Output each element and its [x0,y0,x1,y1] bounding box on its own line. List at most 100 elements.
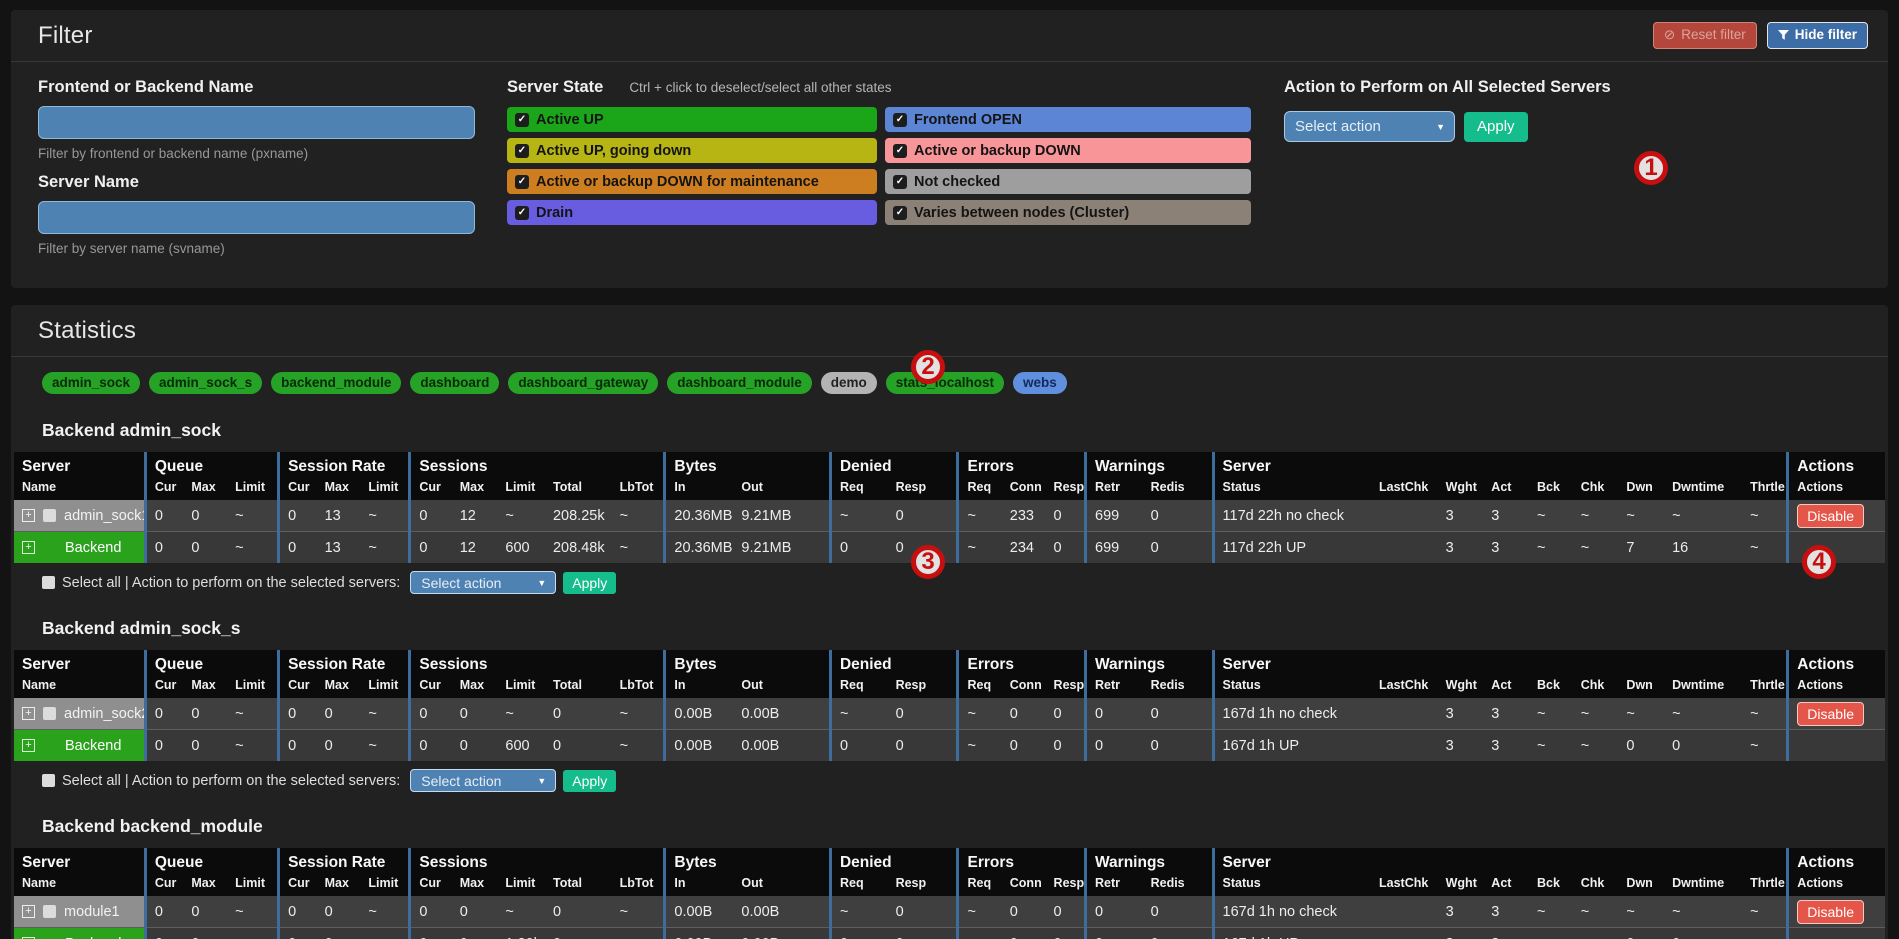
stat-cell: ~ [1572,500,1619,532]
checked-checkbox-icon[interactable]: ✓ [515,143,529,158]
backend-badge[interactable]: backend_module [271,372,402,395]
stat-cell: 0.00B [733,927,831,939]
checked-checkbox-icon[interactable]: ✓ [515,112,529,127]
column-group-header: Actions [1786,452,1885,479]
checked-checkbox-icon[interactable]: ✓ [893,205,907,220]
backend-badge[interactable]: demo [820,372,877,395]
row-action-select[interactable]: Select action ▼ [410,571,557,595]
select-all-checkbox[interactable] [42,576,55,590]
column-header: Limit [227,478,279,501]
stat-cell: ~ [1528,896,1573,928]
row-checkbox[interactable] [43,905,56,919]
expand-icon[interactable]: + [22,541,35,555]
stat-cell: ~ [956,698,1002,730]
stat-cell [1371,729,1438,762]
stat-cell: ~ [360,500,410,532]
stat-cell: 0 [183,927,228,939]
backend-badge[interactable]: dashboard_module [667,372,812,395]
disable-button[interactable]: Disable [1797,899,1864,924]
pxname-input[interactable] [38,106,475,139]
global-apply-button[interactable]: Apply [1464,111,1528,142]
annotation-circle: 4 [1802,545,1836,579]
row-apply-button[interactable]: Apply [563,571,617,594]
annotation-circle: 3 [911,545,945,579]
server-state-toggle[interactable]: ✓ Varies between nodes (Cluster) [885,200,1251,225]
backend-section: Backend backend_module Server Queue Session… [11,816,1888,939]
checked-checkbox-icon[interactable]: ✓ [893,174,907,189]
backend-badge[interactable]: stats_localhost [885,372,1005,395]
stat-cell: ~ [1572,698,1619,730]
checked-checkbox-icon[interactable]: ✓ [515,205,529,220]
column-group-header: Server [14,848,146,875]
expand-icon[interactable]: + [22,937,35,939]
server-state-toggle[interactable]: ✓ Active or backup DOWN [885,138,1251,163]
server-state-toggle[interactable]: ✓ Active UP [507,107,877,132]
stat-cell: 3 [1437,698,1484,730]
expand-icon[interactable]: + [22,905,35,919]
server-name-cell-inner: + Backend [14,730,144,762]
server-state-toggle[interactable]: ✓ Drain [507,200,877,225]
column-group-header: Denied [828,848,958,875]
checked-checkbox-icon[interactable]: ✓ [893,112,907,127]
column-header: Thrtle [1742,676,1788,699]
expand-icon[interactable]: + [22,509,35,523]
hide-filter-button[interactable]: Hide filter [1766,22,1868,49]
server-state-toggle-label: Active UP, going down [536,142,692,159]
reset-filter-button[interactable]: ⊘ Reset filter [1652,22,1757,49]
backend-badge[interactable]: dashboard_gateway [508,372,659,395]
row-action-select[interactable]: Select action ▼ [410,769,557,793]
expand-icon[interactable]: + [22,739,35,753]
column-header: Max [316,478,361,501]
filter-header: Filter ⊘ Reset filter Hide filter [11,10,1888,62]
stat-cell: 167d 1h UP [1211,927,1371,939]
stat-cell: 0.00B [663,927,734,939]
filter-header-buttons: ⊘ Reset filter Hide filter [1652,22,1868,49]
server-state-toggle[interactable]: ✓ Active or backup DOWN for maintenance [507,169,877,194]
table-footer: Select all | Action to perform on the se… [11,761,1888,802]
select-all-checkbox[interactable] [42,774,55,788]
stat-cell: 0 [408,729,452,762]
backend-badge[interactable]: webs [1013,372,1067,395]
stat-cell: 0 [277,896,317,928]
server-state-toggle[interactable]: ✓ Not checked [885,169,1251,194]
column-group-header: Warnings [1084,848,1214,875]
disable-button[interactable]: Disable [1797,701,1864,726]
backend-badge[interactable]: admin_sock [42,372,141,395]
server-state-toggle[interactable]: ✓ Active UP, going down [507,138,877,163]
svname-input[interactable] [38,201,475,234]
column-group-header: Server [14,650,146,677]
stat-cell: 0 [544,729,612,762]
column-header: Dwntime [1664,478,1743,501]
stat-cell: ~ [611,500,665,532]
stat-cell: 0 [1142,927,1214,939]
column-group-header: Queue [143,452,279,479]
row-apply-button[interactable]: Apply [563,769,617,792]
stat-cell: 117d 22h no check [1211,500,1371,532]
row-checkbox[interactable] [43,509,56,523]
global-action-select[interactable]: Select action ▼ [1284,111,1455,142]
column-header: Req [828,478,888,501]
disable-button[interactable]: Disable [1797,503,1864,528]
checked-checkbox-icon[interactable]: ✓ [515,174,529,189]
column-header: Name [14,676,146,699]
stat-cell: 0 [1001,729,1046,762]
backend-badge[interactable]: dashboard [410,372,500,395]
column-header: Chk [1572,676,1619,699]
column-group-header: Sessions [408,650,665,677]
server-state-toggle[interactable]: ✓ Frontend OPEN [885,107,1251,132]
column-header: Name [14,478,146,501]
column-group-header: Server [14,452,146,479]
backend-badge[interactable]: admin_sock_s [149,372,263,395]
column-header: Limit [497,478,545,501]
expand-icon[interactable]: + [22,707,35,721]
checked-checkbox-icon[interactable]: ✓ [893,143,907,158]
column-header: Name [14,874,146,897]
stat-cell: 9.21MB [733,531,831,564]
column-header: LastChk [1371,874,1438,897]
row-checkbox[interactable] [43,707,56,721]
column-header: Bck [1528,874,1573,897]
column-header: Act [1483,478,1529,501]
stat-cell: ~ [360,531,410,564]
column-header: Resp [887,676,958,699]
table-row: + module1 0 0 ~0 0 ~0 0 ~0 ~0.00B 0.00B ~0 ~0 0 0 0 167d… [14,896,1885,928]
